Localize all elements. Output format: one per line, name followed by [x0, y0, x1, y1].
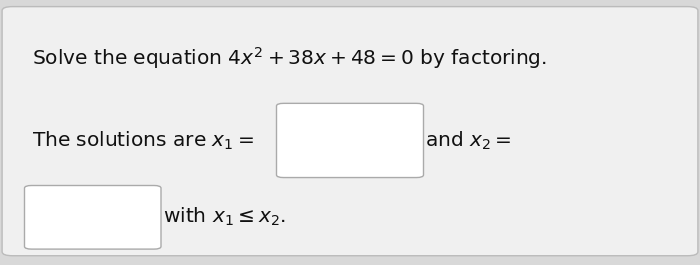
FancyBboxPatch shape [276, 103, 424, 178]
Text: The solutions are $x_1 =$: The solutions are $x_1 =$ [32, 129, 253, 152]
FancyBboxPatch shape [2, 7, 698, 256]
Text: with $x_1 \leq x_2$.: with $x_1 \leq x_2$. [163, 206, 286, 228]
Text: and $x_2 =$: and $x_2 =$ [425, 129, 511, 152]
FancyBboxPatch shape [25, 186, 161, 249]
Text: Solve the equation $4x^2 + 38x + 48 = 0$ by factoring.: Solve the equation $4x^2 + 38x + 48 = 0$… [32, 45, 547, 71]
